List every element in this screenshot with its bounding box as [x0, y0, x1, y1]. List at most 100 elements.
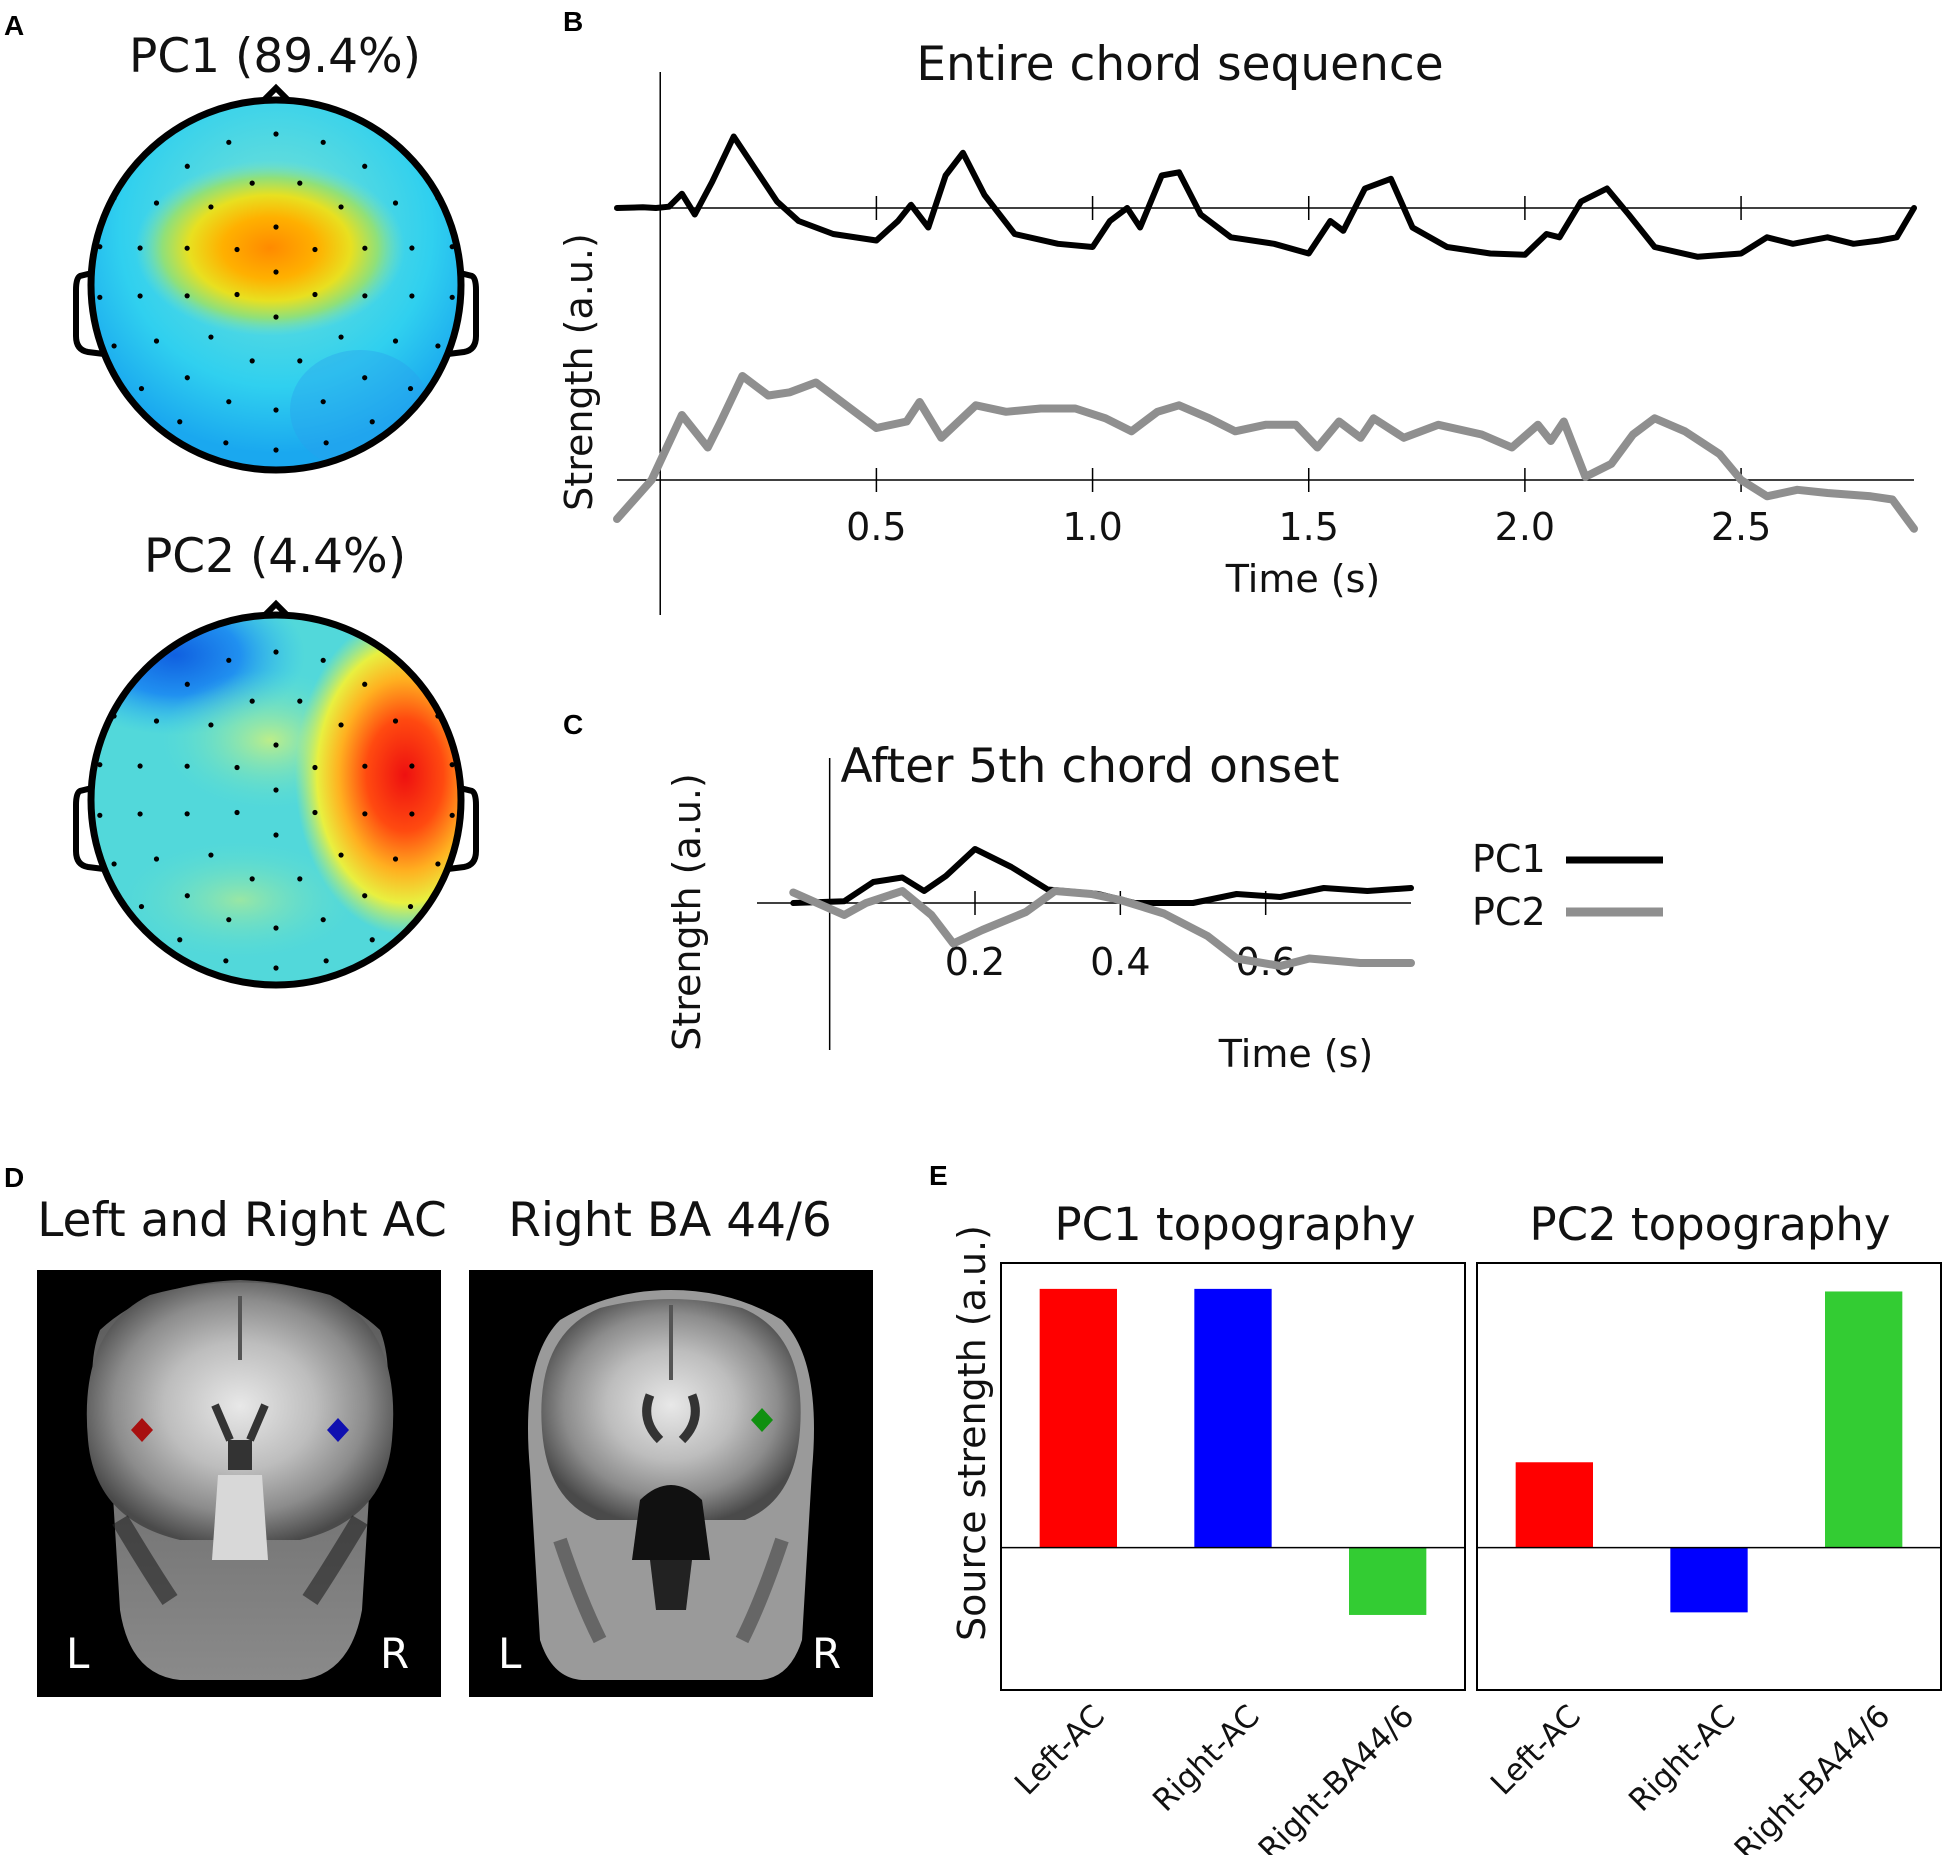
electrode-dot — [273, 269, 279, 275]
electrode-dot — [208, 722, 214, 728]
electrode-dot — [249, 876, 255, 882]
mri-right-hemisphere-label: R — [380, 1629, 409, 1678]
electrode-dot — [249, 180, 255, 186]
electrode-dot — [435, 861, 441, 867]
panel-label-d: D — [4, 1162, 24, 1193]
electrode-dot — [320, 139, 326, 145]
electrode-dot — [234, 246, 240, 253]
mri-left-and-right-ac: Left and Right AC L R — [37, 1193, 447, 1697]
electrode-dot — [153, 718, 160, 724]
series-line-pc2 — [789, 887, 1415, 970]
electrode-dot — [273, 965, 279, 971]
electrode-dot — [97, 762, 103, 768]
electrode-dot — [312, 809, 318, 816]
mri-right-hemisphere-label: R — [812, 1629, 841, 1678]
electrode-dot — [234, 764, 240, 771]
electrode-dot — [249, 358, 255, 364]
category-label: Right-BA44/6 — [1252, 1698, 1422, 1855]
electrode-dot — [449, 294, 455, 300]
right-ba44-6-marker — [751, 1408, 773, 1432]
electrode-dot — [312, 246, 318, 253]
mri-left-hemisphere-label: L — [66, 1629, 90, 1678]
electrode-dot — [273, 832, 279, 838]
right-ac-marker — [327, 1418, 349, 1442]
electrode-dot — [362, 893, 368, 899]
right-ear-outline — [447, 784, 479, 872]
chart-e-pc1: PC1 topography Source strength (a.u.) Le… — [950, 1198, 1466, 1855]
category-label: Left-AC — [1484, 1698, 1588, 1802]
electrode-dot — [449, 812, 455, 818]
legend-label-pc2: PC2 — [1472, 890, 1546, 934]
electrode-dot — [137, 811, 143, 817]
mri-left-brain — [86, 1280, 394, 1680]
electrode-dot — [226, 399, 232, 405]
left-ac-marker — [131, 1418, 153, 1442]
chart-e-pc2: PC2 topography Left-AC Right-ACRight-BA44… — [1476, 1198, 1942, 1855]
electrode-dot — [273, 224, 279, 230]
electrode-dot — [208, 334, 214, 340]
electrode-dot — [323, 440, 329, 446]
electrode-dot — [338, 204, 344, 210]
chart-c: After 5th chord onset Strength (a.u.) Ti… — [665, 739, 1663, 1076]
electrode-dot — [138, 385, 145, 392]
electrode-dot — [226, 657, 232, 663]
electrode-dot — [323, 958, 329, 964]
electrode-dot — [273, 649, 279, 655]
chart-b-ylabel: Strength (a.u.) — [557, 233, 601, 511]
panel-label-a: A — [4, 10, 24, 41]
electrode-dot — [320, 657, 326, 663]
electrode-dot — [392, 856, 399, 862]
electrode-dot — [338, 334, 344, 340]
bar-right-ac — [1194, 1288, 1272, 1548]
electrode-dot — [273, 447, 279, 453]
electrode-dot — [184, 893, 190, 899]
category-label: Right-AC — [1146, 1698, 1267, 1819]
category-label: Right-AC — [1622, 1698, 1743, 1819]
electrode-dot — [320, 399, 326, 405]
electrode-dot — [362, 763, 368, 769]
electrode-dot — [273, 314, 279, 320]
electrode-dot — [435, 343, 441, 349]
electrode-dot — [449, 762, 455, 768]
mri-right-ba44-6: Right BA 44/6 L R — [469, 1193, 873, 1697]
chart-b-title: Entire chord sequence — [916, 37, 1443, 92]
mri-right-title: Right BA 44/6 — [508, 1193, 832, 1248]
electrode-dot — [273, 787, 279, 793]
electrode-dot — [97, 294, 103, 300]
electrode-dot — [338, 852, 344, 858]
chart-e-pc2-title: PC2 topography — [1529, 1198, 1890, 1251]
panel-label-e: E — [929, 1160, 948, 1191]
electrode-dot — [273, 407, 279, 413]
electrode-dot — [409, 245, 415, 251]
topomap-pc1-title: PC1 (89.4%) — [129, 29, 421, 84]
legend-label-pc1: PC1 — [1472, 837, 1546, 881]
mri-left-hemisphere-label: L — [498, 1629, 522, 1678]
electrode-dot — [407, 385, 414, 392]
electrode-dot — [273, 742, 279, 748]
topomap-pc2-title: PC2 (4.4%) — [144, 529, 406, 584]
electrode-dot — [409, 293, 415, 299]
chart-b-xlabel: Time (s) — [1225, 557, 1381, 601]
electrode-dot — [153, 856, 160, 862]
electrode-dot — [184, 811, 190, 817]
panel-label-b: B — [563, 6, 583, 37]
panel-label-c: C — [563, 709, 583, 740]
electrode-dot — [177, 937, 183, 943]
electrode-dot — [153, 200, 160, 206]
electrode-dot — [137, 763, 143, 769]
electrode-dot — [226, 917, 232, 923]
x-tick-label: 2.0 — [1495, 505, 1555, 549]
electrode-dot — [138, 903, 145, 910]
left-ear-outline — [73, 269, 105, 357]
chart-e-pc1-title: PC1 topography — [1054, 1198, 1415, 1251]
series-line-pc1 — [790, 846, 1414, 906]
electrode-dot — [184, 763, 190, 769]
electrode-dot — [409, 763, 415, 769]
electrode-dot — [184, 245, 190, 251]
series-line-pc1 — [614, 133, 1917, 260]
electrode-dot — [362, 681, 368, 687]
electrode-dot — [407, 903, 414, 910]
electrode-dot — [234, 809, 240, 816]
electrode-dot — [312, 291, 318, 298]
